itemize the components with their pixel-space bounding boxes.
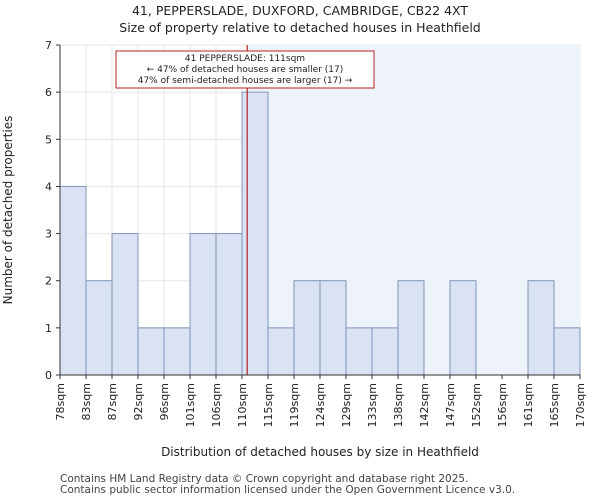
annotation-border: [115, 50, 375, 89]
x-tick-label: 119sqm: [288, 383, 301, 427]
x-tick-label: 87sqm: [106, 383, 119, 420]
bar-87sqm: [111, 233, 139, 376]
y-tick-label: 4: [45, 180, 52, 193]
x-tick-label: 152sqm: [470, 383, 483, 427]
y-tick-label: 6: [45, 86, 52, 99]
x-tick-label: 161sqm: [522, 383, 535, 427]
y-tick-label: 1: [45, 322, 52, 335]
x-tick-label: 110sqm: [236, 383, 249, 427]
bar-165sqm: [553, 327, 581, 376]
x-tick-label: 78sqm: [54, 383, 67, 420]
x-tick-label: 124sqm: [314, 383, 327, 427]
bar-110sqm: [241, 91, 269, 376]
x-tick-label: 96sqm: [158, 383, 171, 420]
annotation-line-2: ← 47% of detached houses are smaller (17…: [147, 65, 344, 75]
bars-layer: [59, 91, 581, 376]
bar-133sqm: [371, 327, 399, 376]
x-tick-label: 165sqm: [548, 383, 561, 427]
x-tick-label: 115sqm: [262, 383, 275, 427]
chart-title: Size of property relative to detached ho…: [119, 20, 481, 35]
y-tick-label: 7: [45, 39, 52, 52]
bar-78sqm: [59, 185, 87, 376]
annotation-box: 41 PEPPERSLADE: 111sqm ← 47% of detached…: [115, 50, 375, 89]
chart-title-address: 41, PEPPERSLADE, DUXFORD, CAMBRIDGE, CB2…: [131, 3, 469, 18]
x-tick-label: 101sqm: [184, 383, 197, 427]
footer-copyright-line: Contains HM Land Registry data © Crown c…: [60, 473, 469, 485]
annotation-line-1: 41 PEPPERSLADE: 111sqm: [185, 54, 305, 64]
x-tick-label: 170sqm: [574, 383, 587, 427]
x-axis-label: Distribution of detached houses by size …: [161, 445, 479, 459]
bar-96sqm: [163, 327, 191, 376]
x-tick-label: 83sqm: [80, 383, 93, 420]
bar-115sqm: [267, 327, 295, 376]
x-tick-label: 156sqm: [496, 383, 509, 427]
x-tick-label: 133sqm: [366, 383, 379, 427]
axes-layer: 0 1 2 3 4 5 6 7 78sqm 83sqm 87sqm 92sqm 96sqm 101sqm 1…: [45, 39, 587, 427]
bar-119sqm: [293, 280, 321, 376]
bar-106sqm: [215, 233, 243, 376]
y-axis-label: Number of detached properties: [1, 116, 15, 305]
y-tick-label: 3: [45, 228, 52, 241]
bar-101sqm: [189, 233, 217, 376]
y-tick-label: 5: [45, 133, 52, 146]
y-tick-label: 0: [45, 369, 52, 382]
bar-147sqm: [449, 280, 477, 376]
x-tick-label: 138sqm: [392, 383, 405, 427]
footer-licence-line: Contains public sector information licen…: [60, 484, 516, 496]
bar-124sqm: [319, 280, 347, 376]
annotation-line-3: 47% of semi-detached houses are larger (…: [138, 76, 353, 86]
bar-92sqm: [137, 327, 165, 376]
x-tick-label: 129sqm: [340, 383, 353, 427]
x-tick-label: 142sqm: [418, 383, 431, 427]
x-tick-label: 92sqm: [132, 383, 145, 420]
bar-129sqm: [345, 327, 373, 376]
y-tick-label: 2: [45, 275, 52, 288]
x-tick-label: 147sqm: [444, 383, 457, 427]
x-tick-label: 106sqm: [210, 383, 223, 427]
bar-83sqm: [85, 280, 113, 376]
bar-161sqm: [527, 280, 555, 376]
bar-138sqm: [397, 280, 425, 376]
